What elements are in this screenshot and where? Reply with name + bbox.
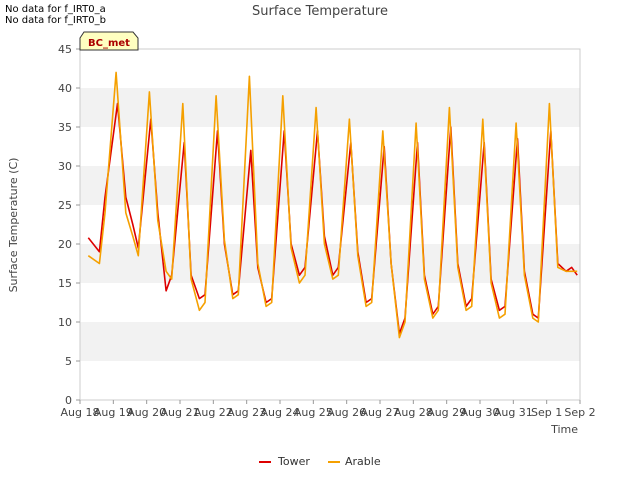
y-tick-label: 10 <box>58 316 72 329</box>
x-tick-label: Sep 1 <box>531 406 562 419</box>
x-tick-label: Aug 21 <box>161 406 200 419</box>
y-tick-label: 45 <box>58 43 72 56</box>
no-data-note-b: No data for f_IRT0_b <box>5 15 106 26</box>
no-data-note-a: No data for f_IRT0_a <box>5 4 106 15</box>
x-tick-label: Aug 20 <box>127 406 166 419</box>
series-lines <box>87 71 578 339</box>
x-tick-label: Aug 19 <box>94 406 133 419</box>
series-line-tower <box>87 102 578 335</box>
y-tick-label: 30 <box>58 160 72 173</box>
legend-label-arable: Arable <box>345 455 381 468</box>
y-tick-label: 40 <box>58 82 72 95</box>
x-tick-label: Aug 29 <box>427 406 466 419</box>
legend-item-arable: Arable <box>328 455 381 468</box>
background-bands <box>80 88 580 361</box>
grid-band <box>80 166 580 205</box>
badge-label: BC_met <box>88 38 130 49</box>
x-tick-label: Aug 27 <box>361 406 400 419</box>
x-tick-label: Aug 28 <box>394 406 433 419</box>
legend-label-tower: Tower <box>277 455 310 468</box>
x-tick-label: Aug 24 <box>261 406 300 419</box>
x-tick-label: Aug 26 <box>327 406 366 419</box>
chart-title: Surface Temperature <box>252 4 388 19</box>
x-tick-label: Aug 23 <box>227 406 266 419</box>
grid-band <box>80 322 580 361</box>
x-tick-label: Aug 25 <box>294 406 333 419</box>
x-axis-label: Time <box>550 423 578 436</box>
y-tick-label: 5 <box>65 355 72 368</box>
grid-band <box>80 88 580 127</box>
legend-item-tower: Tower <box>259 455 310 468</box>
y-tick-label: 0 <box>65 394 72 407</box>
series-line-arable <box>87 71 578 339</box>
x-tick-label: Aug 18 <box>61 406 100 419</box>
y-tick-label: 20 <box>58 238 72 251</box>
legend: Tower Arable <box>259 455 381 468</box>
plot-frame <box>79 48 581 401</box>
x-tick-label: Aug 30 <box>461 406 500 419</box>
y-tick-label: 35 <box>58 121 72 134</box>
y-tick-label: 15 <box>58 277 72 290</box>
x-tick-label: Aug 31 <box>494 406 533 419</box>
y-axis: 0 5 10 15 20 25 30 35 40 45 <box>58 43 80 407</box>
y-axis-label: Surface Temperature (C) <box>7 158 20 293</box>
x-tick-label: Sep 2 <box>564 406 595 419</box>
x-tick-label: Aug 22 <box>194 406 233 419</box>
bc-met-badge: BC_met <box>79 31 139 51</box>
y-tick-label: 25 <box>58 199 72 212</box>
